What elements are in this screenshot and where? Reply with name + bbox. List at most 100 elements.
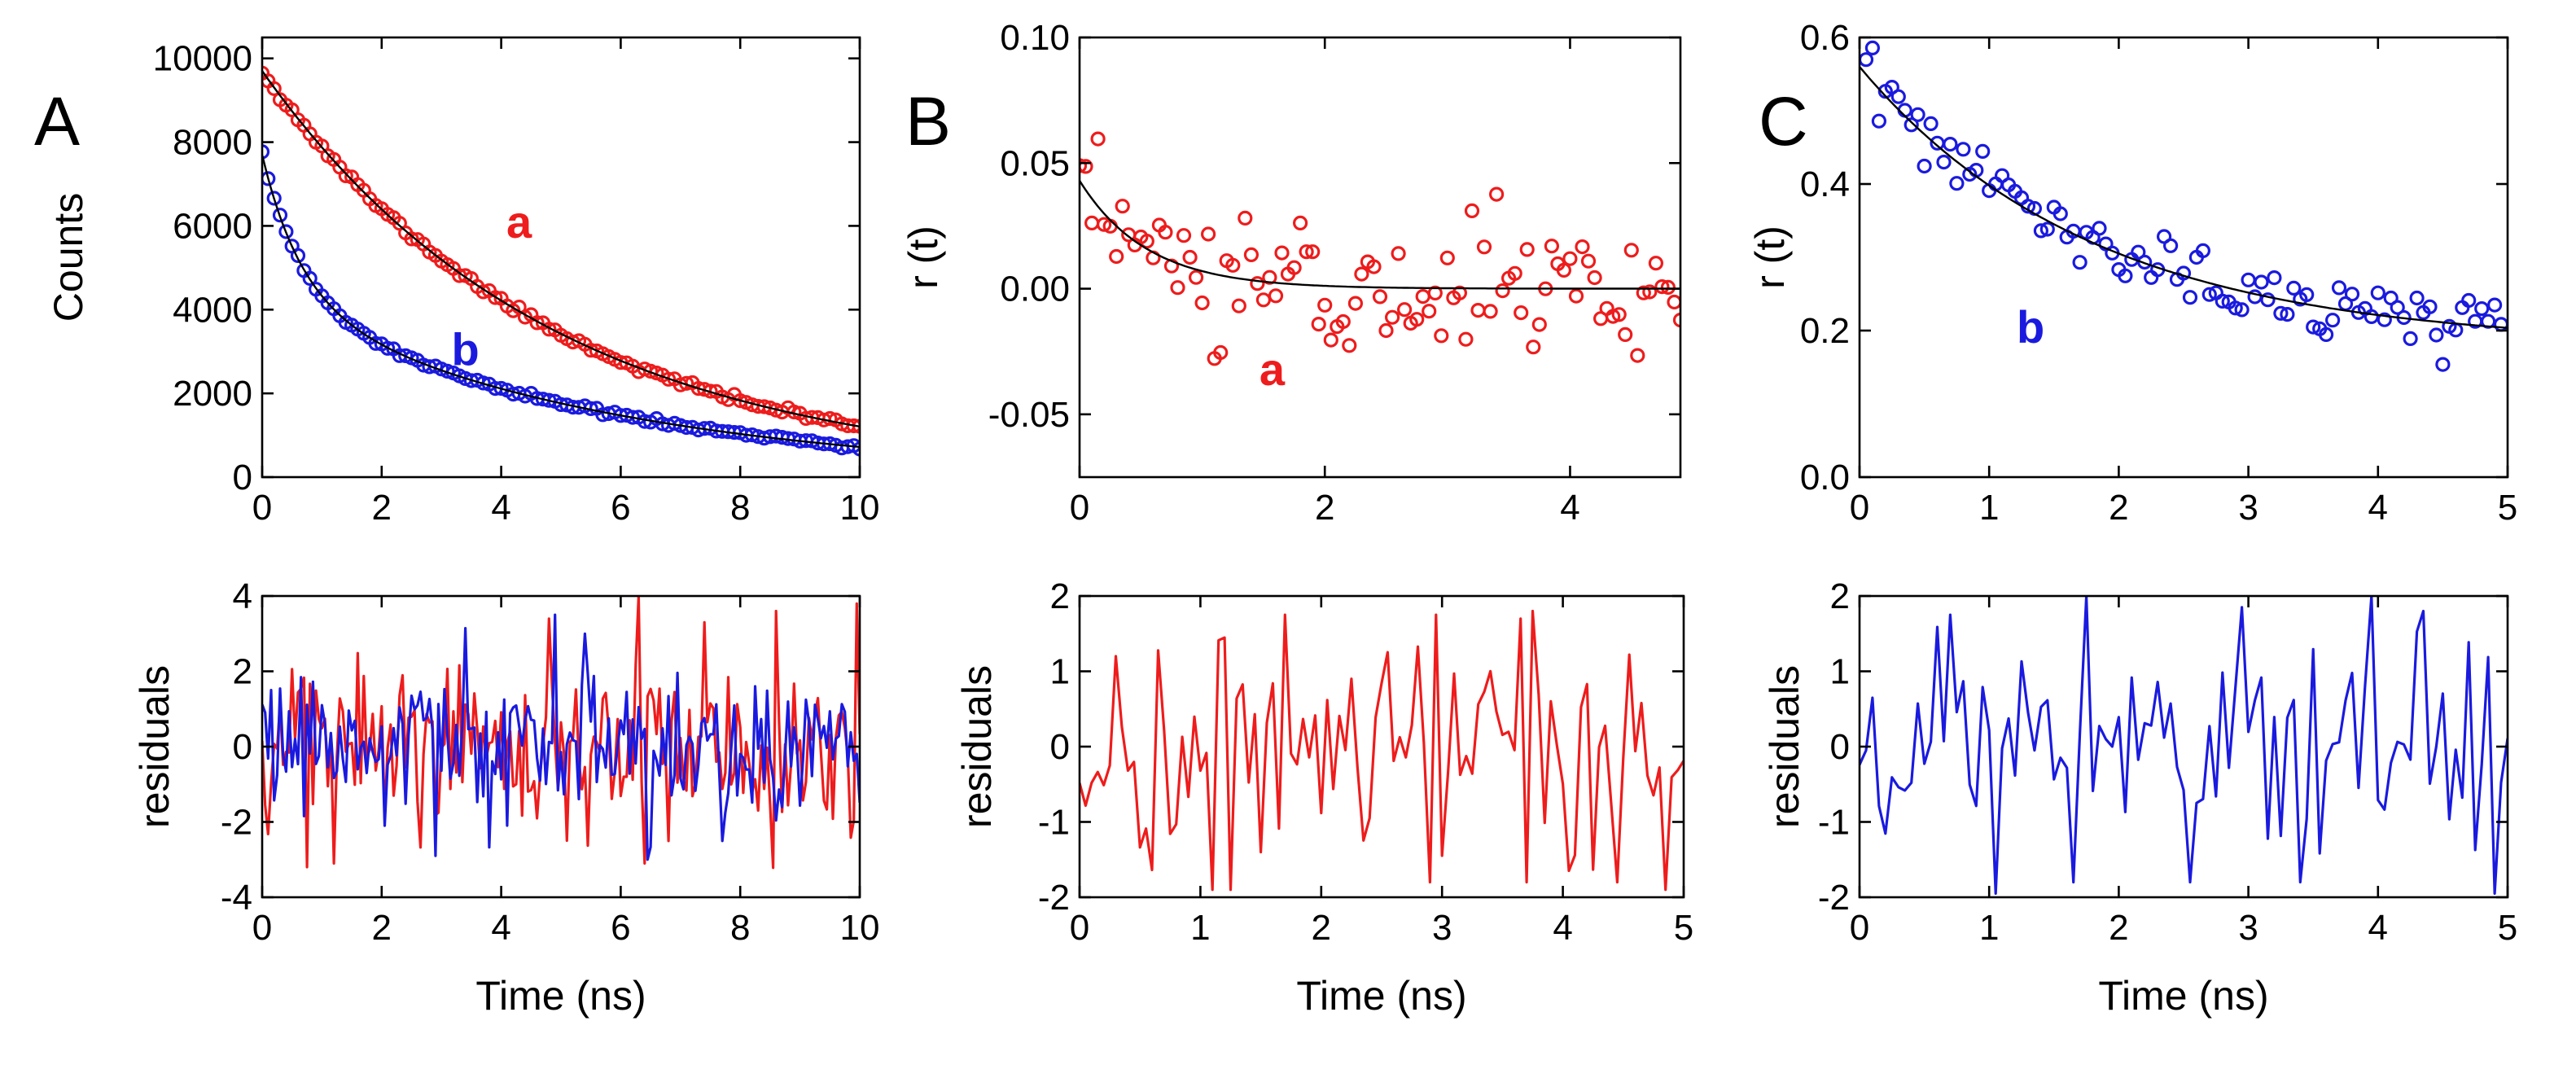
y-tick-label: 4 — [233, 576, 252, 616]
data-point — [1519, 242, 1535, 257]
data-point — [1544, 239, 1560, 254]
x-axis-label: Time (ns) — [2098, 973, 2268, 1019]
x-axis: 0 1 2 3 4 5 — [1850, 596, 2517, 948]
data-point — [1654, 279, 1670, 295]
y-tick-label: 0.00 — [1000, 270, 1070, 309]
data-point — [2422, 299, 2438, 314]
data-point — [1391, 246, 1406, 261]
data-point — [278, 224, 294, 239]
y-axis: 0.0 0.2 0.4 0.6 — [1800, 18, 2508, 497]
y-tick-label: 0.05 — [1000, 143, 1070, 183]
data-point — [1476, 239, 1492, 255]
data-point — [2267, 270, 2282, 286]
data-point — [1372, 289, 1388, 305]
y-axis: -4 -2 0 2 4 — [221, 576, 860, 918]
plot-area — [1080, 609, 1684, 892]
x-tick-label: 4 — [491, 488, 510, 528]
data-point — [1384, 309, 1400, 325]
x-tick-label: 10 — [840, 908, 880, 948]
data-point — [1347, 296, 1364, 311]
data-point — [368, 335, 383, 351]
data-point — [1890, 89, 1906, 104]
x-tick-label: 0 — [252, 488, 272, 528]
data-point — [2072, 255, 2088, 270]
data-point — [1956, 142, 1971, 157]
data-point — [1182, 249, 1198, 265]
data-point — [2331, 280, 2347, 296]
plot-area — [1860, 596, 2508, 895]
data-point — [1483, 304, 1498, 319]
data-point — [1648, 256, 1664, 271]
chart-C-bottom: 0 1 2 3 4 5 -2 -1 0 1 2 Time (ns) residuals — [1762, 576, 2517, 1019]
data-point — [1080, 159, 1093, 174]
x-tick-label: 0 — [1850, 488, 1869, 528]
data-point — [1409, 312, 1425, 327]
data-point — [1096, 217, 1112, 232]
data-point — [1507, 265, 1522, 281]
axes-frame — [261, 36, 861, 479]
data-point — [2273, 305, 2289, 321]
y-tick-label: 2 — [1050, 576, 1070, 616]
data-point — [1623, 243, 1639, 258]
data-point — [1378, 322, 1394, 339]
x-tick-label: 0 — [1070, 908, 1089, 948]
data-point — [1464, 203, 1480, 218]
data-point — [2039, 221, 2055, 237]
data-point — [852, 441, 860, 457]
series-annotation: b — [451, 324, 479, 375]
data-point — [2435, 357, 2451, 372]
data-point — [1317, 297, 1333, 313]
data-point — [703, 383, 718, 399]
x-axis: 0 1 2 3 4 5 — [1850, 37, 2517, 528]
data-point — [541, 322, 557, 337]
x-axis-label: Time (ns) — [1296, 973, 1466, 1019]
plot-area — [262, 65, 860, 457]
chart-B-bottom: 0 1 2 3 4 5 -2 -1 0 1 2 Time (ns) residuals — [954, 576, 1693, 1019]
data-point — [1611, 307, 1627, 322]
y-tick-label: 2000 — [173, 374, 252, 414]
data-point — [2481, 313, 2496, 329]
data-point — [475, 284, 491, 300]
y-tick-label: 2 — [1830, 576, 1850, 616]
data-point — [262, 171, 276, 186]
data-point — [1667, 294, 1680, 310]
panel-letter: A — [34, 83, 80, 160]
plot-area — [1080, 131, 1680, 366]
data-point — [1452, 285, 1468, 300]
x-tick-label: 3 — [1432, 908, 1452, 948]
data-point — [1864, 40, 1880, 56]
data-point — [2325, 313, 2341, 328]
fit-line-fit-b — [262, 154, 860, 449]
x-tick-label: 4 — [1560, 488, 1579, 528]
x-tick-label: 0 — [1070, 488, 1089, 528]
y-tick-label: -4 — [221, 878, 252, 918]
data-point — [1495, 283, 1510, 299]
y-tick-label: 0 — [233, 727, 252, 767]
data-point — [1176, 228, 1192, 243]
data-point — [1949, 176, 1965, 191]
x-tick-label: 0 — [1850, 908, 1869, 948]
data-point — [2201, 287, 2217, 302]
data-point — [404, 231, 419, 247]
x-tick-label: 4 — [491, 908, 510, 948]
data-point — [1200, 226, 1216, 242]
chart-A-top: 0 2 4 6 8 10 0 2000 4000 6000 8000 10000 Counts a b A — [34, 36, 879, 528]
y-tick-label: 0.10 — [1000, 18, 1070, 58]
y-tick-label: 10000 — [153, 39, 252, 79]
data-point — [2163, 238, 2179, 253]
data-point — [1439, 250, 1455, 265]
y-tick-label: 0.4 — [1800, 164, 1850, 204]
data-point — [1923, 116, 1939, 131]
data-point — [1427, 285, 1443, 300]
y-tick-label: 8000 — [173, 123, 252, 163]
data-point — [2286, 280, 2302, 296]
x-tick-label: 4 — [1553, 908, 1572, 948]
y-tick-label: -2 — [1038, 878, 1070, 918]
data-point — [1231, 298, 1246, 313]
data-point — [2474, 301, 2490, 317]
y-tick-label: 6000 — [173, 206, 252, 246]
x-tick-label: 8 — [730, 488, 750, 528]
data-point — [1292, 215, 1308, 230]
